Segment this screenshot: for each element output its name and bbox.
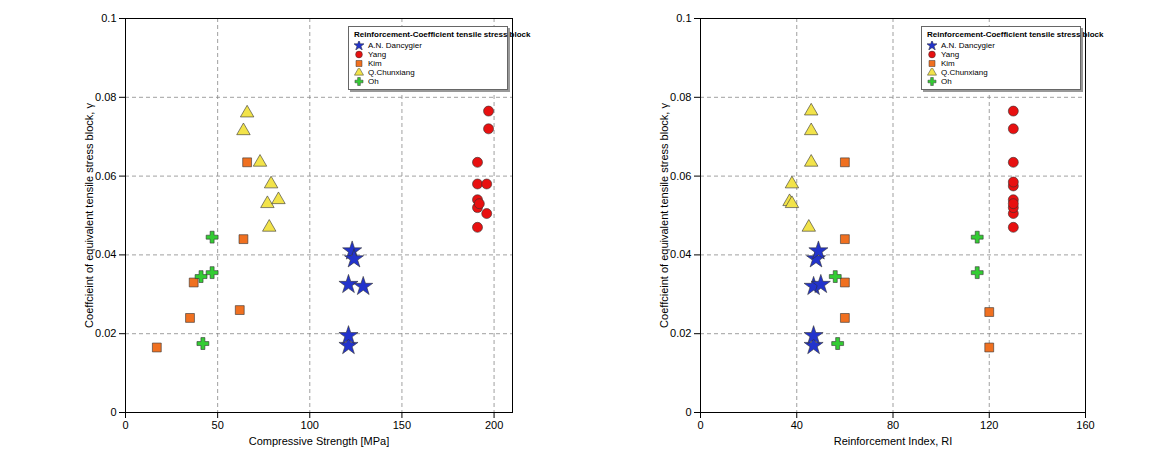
svg-text:0.04: 0.04 [670, 248, 691, 260]
svg-text:0: 0 [110, 406, 116, 418]
svg-text:0.08: 0.08 [95, 91, 116, 103]
html-text:Yang: Yang [941, 50, 960, 59]
svg-text:Coeffcieint of equivalent tens: Coeffcieint of equivalent tensile stress… [83, 103, 95, 328]
svg-text:0.04: 0.04 [95, 248, 116, 260]
svg-text:0.1: 0.1 [101, 12, 116, 24]
html-text:Kim: Kim [368, 59, 382, 68]
svg-text:50: 50 [212, 419, 224, 431]
svg-text:160: 160 [1076, 419, 1094, 431]
html-text:Oh: Oh [941, 77, 952, 86]
svg-text:0.02: 0.02 [95, 327, 116, 339]
svg-text:0.02: 0.02 [670, 327, 691, 339]
svg-text:100: 100 [301, 419, 319, 431]
svg-text:Coeffcieint of equivalent tens: Coeffcieint of equivalent tensile stress… [658, 103, 670, 328]
html-text:Reinforcement-Coefficient tens: Reinforcement-Coefficient tensile stress… [354, 30, 531, 39]
svg-text:0: 0 [685, 406, 691, 418]
svg-text:0.06: 0.06 [670, 170, 691, 182]
svg-text:0: 0 [697, 419, 703, 431]
svg-text:0.06: 0.06 [95, 170, 116, 182]
html-text:Q.Chunxiang: Q.Chunxiang [941, 68, 988, 77]
svg-text:Compressive Strength [MPa]: Compressive Strength [MPa] [249, 435, 390, 447]
svg-text:40: 40 [791, 419, 803, 431]
html-text:A.N. Dancygier: A.N. Dancygier [941, 41, 995, 50]
svg-text:Reinforcement Index, RI: Reinforcement Index, RI [834, 435, 953, 447]
html-text:Q.Chunxiang: Q.Chunxiang [368, 68, 415, 77]
html-text:A.N. Dancygier: A.N. Dancygier [368, 41, 422, 50]
svg-text:0.1: 0.1 [676, 12, 691, 24]
svg-text:0: 0 [122, 419, 128, 431]
html-text:Oh: Oh [368, 77, 379, 86]
svg-text:200: 200 [485, 419, 503, 431]
html-text:Yang: Yang [368, 50, 387, 59]
html-text:Reinforcement-Coefficient tens: Reinforcement-Coefficient tensile stress… [927, 30, 1104, 39]
svg-text:120: 120 [980, 419, 998, 431]
html-text:Kim: Kim [941, 59, 955, 68]
svg-text:80: 80 [887, 419, 899, 431]
svg-text:0.08: 0.08 [670, 91, 691, 103]
svg-text:150: 150 [393, 419, 411, 431]
